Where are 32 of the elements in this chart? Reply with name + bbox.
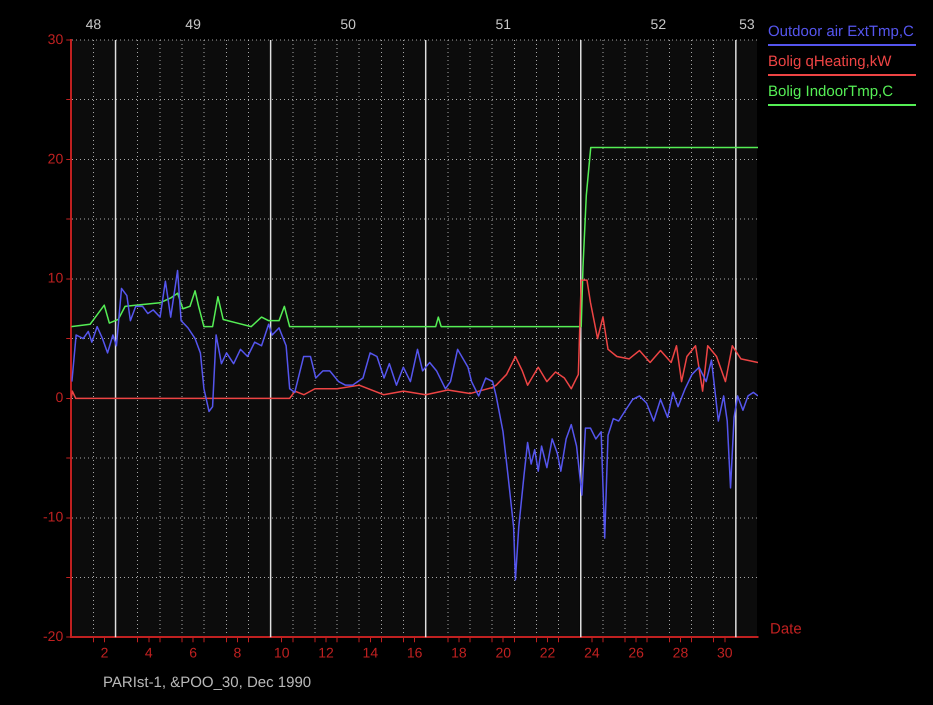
text: PARIst-1, &POO_30, Dec 1990 [103,674,312,691]
y-tick-label: 0 [55,389,64,406]
x-tick-label: 10 [274,644,290,660]
band-label: 51 [495,16,512,32]
band-label: 53 [739,16,755,32]
x-tick-label: 14 [362,644,378,660]
x-tick-label: 28 [672,644,688,660]
y-tick-label: 20 [48,150,64,166]
band-label: 52 [650,16,666,32]
x-tick-label: 8 [233,644,242,660]
y-tick-label: -20 [43,628,64,644]
text: Bolig IndoorTmp,C [768,82,916,106]
band-label: 49 [185,16,202,32]
x-tick-label: 6 [189,644,198,660]
x-tick-label: 20 [495,644,512,660]
x-tick-label: 30 [716,644,733,660]
x-tick-label: 2 [100,644,109,660]
text: Outdoor air ExtTmp,C [768,22,916,46]
y-tick-label: 30 [48,30,64,47]
band-label: 50 [340,16,356,32]
band-label: 48 [86,16,102,32]
x-tick-label: 18 [451,644,467,660]
x-tick-label: 26 [628,644,644,660]
y-tick-label: -10 [43,508,64,525]
x-tick-label: 24 [584,644,600,660]
x-axis-title: Date [770,620,802,638]
x-tick-label: 4 [144,644,153,660]
x-tick-label: 22 [540,644,556,660]
text: Bolig qHeating,kW [768,52,916,76]
x-tick-label: 16 [406,644,423,660]
y-tick-label: 10 [48,270,64,286]
x-tick-label: 12 [318,644,334,660]
